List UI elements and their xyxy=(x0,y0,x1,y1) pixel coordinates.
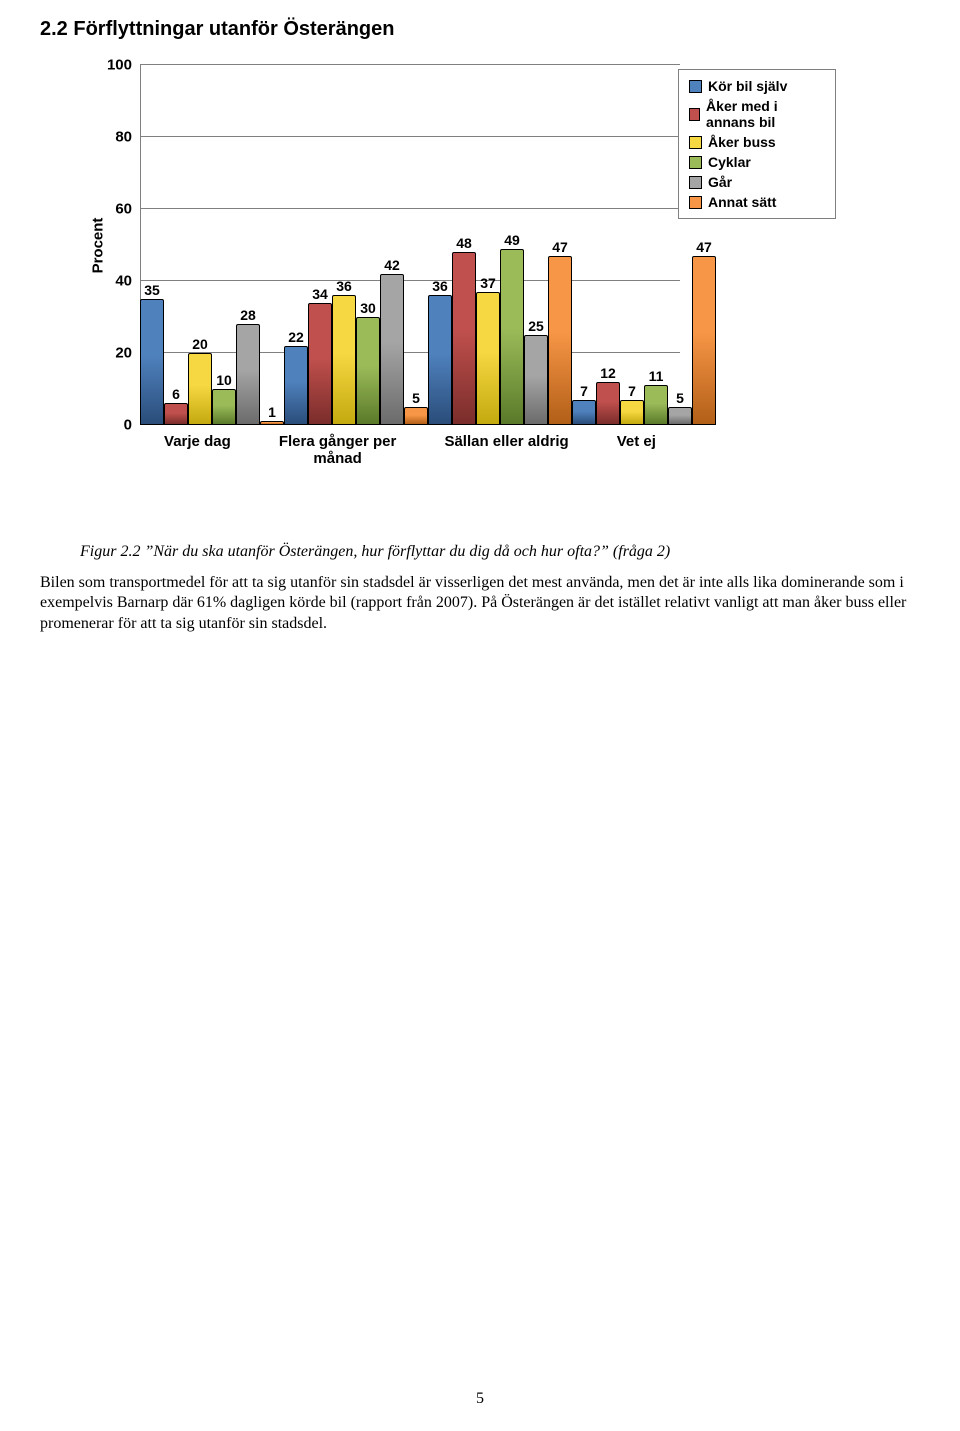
legend-label: Annat sätt xyxy=(708,194,776,210)
x-category-label: Sällan eller aldrig xyxy=(444,433,568,467)
chart: 020406080100Procent356201028122343630425… xyxy=(80,65,920,495)
bar-value-label: 28 xyxy=(240,307,256,323)
x-category-label: Flera gånger per månad xyxy=(279,433,397,467)
legend-label: Åker buss xyxy=(708,134,776,150)
bar-group: 3562010281 xyxy=(140,299,284,425)
bar: 37 xyxy=(476,292,500,425)
y-tick-label: 60 xyxy=(115,201,132,218)
legend-swatch xyxy=(689,108,700,121)
legend-label: Åker med i annans bil xyxy=(706,98,825,130)
bar-value-label: 49 xyxy=(504,232,520,248)
legend-label: Går xyxy=(708,174,732,190)
bar-value-label: 11 xyxy=(649,368,664,384)
bar: 36 xyxy=(428,295,452,425)
legend: Kör bil själv Åker med i annans bil Åker b… xyxy=(678,69,836,219)
bar-value-label: 37 xyxy=(480,275,496,291)
bar-value-label: 20 xyxy=(192,336,208,352)
bar: 35 xyxy=(140,299,164,425)
x-category-label: Varje dag xyxy=(164,433,231,467)
legend-item: Åker buss xyxy=(689,132,825,152)
bar-value-label: 7 xyxy=(580,383,588,399)
bar-group: 22343630425 xyxy=(284,274,428,425)
bar-group: 364837492547 xyxy=(428,249,572,425)
bar-value-label: 42 xyxy=(384,257,400,273)
bar-value-label: 10 xyxy=(216,372,232,388)
bar-value-label: 35 xyxy=(144,282,160,298)
bar: 12 xyxy=(596,382,620,425)
x-category-labels: Varje dag Flera gånger per månad Sällan el… xyxy=(140,433,680,467)
x-category-label: Vet ej xyxy=(617,433,656,467)
bar: 30 xyxy=(356,317,380,425)
bar: 28 xyxy=(236,324,260,425)
figure-caption: Figur 2.2 ”När du ska utanför Österängen… xyxy=(80,543,920,561)
legend-item: Cyklar xyxy=(689,152,825,172)
bar: 49 xyxy=(500,249,524,425)
legend-item: Går xyxy=(689,172,825,192)
bar-value-label: 1 xyxy=(268,404,276,420)
legend-swatch xyxy=(689,80,702,93)
bar-value-label: 30 xyxy=(360,300,376,316)
section-title: 2.2 Förflyttningar utanför Österängen xyxy=(40,18,920,41)
legend-item: Annat sätt xyxy=(689,192,825,212)
bar: 36 xyxy=(332,295,356,425)
legend-swatch xyxy=(689,196,702,209)
legend-item: Kör bil själv xyxy=(689,76,825,96)
bar: 20 xyxy=(188,353,212,425)
bar-value-label: 12 xyxy=(600,365,616,381)
bar: 42 xyxy=(380,274,404,425)
y-tick-label: 0 xyxy=(124,417,132,434)
bar-value-label: 5 xyxy=(412,390,420,406)
bar: 10 xyxy=(212,389,236,425)
chart-outer: 020406080100Procent356201028122343630425… xyxy=(80,65,840,495)
bar-value-label: 5 xyxy=(676,390,684,406)
bar-value-label: 36 xyxy=(336,278,352,294)
bar: 7 xyxy=(572,400,596,425)
legend-swatch xyxy=(689,176,702,189)
body-text: Bilen som transportmedel för att ta sig … xyxy=(40,573,920,634)
bar-value-label: 48 xyxy=(456,235,472,251)
bar: 7 xyxy=(620,400,644,425)
legend-item: Åker med i annans bil xyxy=(689,96,825,132)
y-axis-title: Procent xyxy=(88,65,108,425)
bar-value-label: 36 xyxy=(432,278,448,294)
bar-value-label: 7 xyxy=(628,383,636,399)
bar: 47 xyxy=(692,256,716,425)
y-tick-label: 20 xyxy=(115,345,132,362)
bar: 5 xyxy=(404,407,428,425)
bar: 34 xyxy=(308,303,332,425)
bar-value-label: 34 xyxy=(312,286,328,302)
bar: 11 xyxy=(644,385,668,425)
bar: 22 xyxy=(284,346,308,425)
bar: 6 xyxy=(164,403,188,425)
legend-swatch xyxy=(689,156,702,169)
y-tick-label: 100 xyxy=(107,57,132,74)
bar: 5 xyxy=(668,407,692,425)
bar-group: 712711547 xyxy=(572,256,716,425)
y-tick-label: 80 xyxy=(115,129,132,146)
bar: 48 xyxy=(452,252,476,425)
y-tick-label: 40 xyxy=(115,273,132,290)
page-number: 5 xyxy=(0,1390,960,1408)
legend-label: Cyklar xyxy=(708,154,751,170)
bar-value-label: 47 xyxy=(552,239,568,255)
bar-value-label: 22 xyxy=(288,329,304,345)
legend-label: Kör bil själv xyxy=(708,78,787,94)
bar-value-label: 25 xyxy=(528,318,544,334)
bar-value-label: 6 xyxy=(172,386,180,402)
bar: 25 xyxy=(524,335,548,425)
chart-plot: 020406080100Procent356201028122343630425… xyxy=(140,65,680,425)
legend-swatch xyxy=(689,136,702,149)
bar: 47 xyxy=(548,256,572,425)
bar-value-label: 47 xyxy=(696,239,712,255)
page-root: 2.2 Förflyttningar utanför Österängen 0 2… xyxy=(0,0,960,674)
bar: 1 xyxy=(260,421,284,425)
